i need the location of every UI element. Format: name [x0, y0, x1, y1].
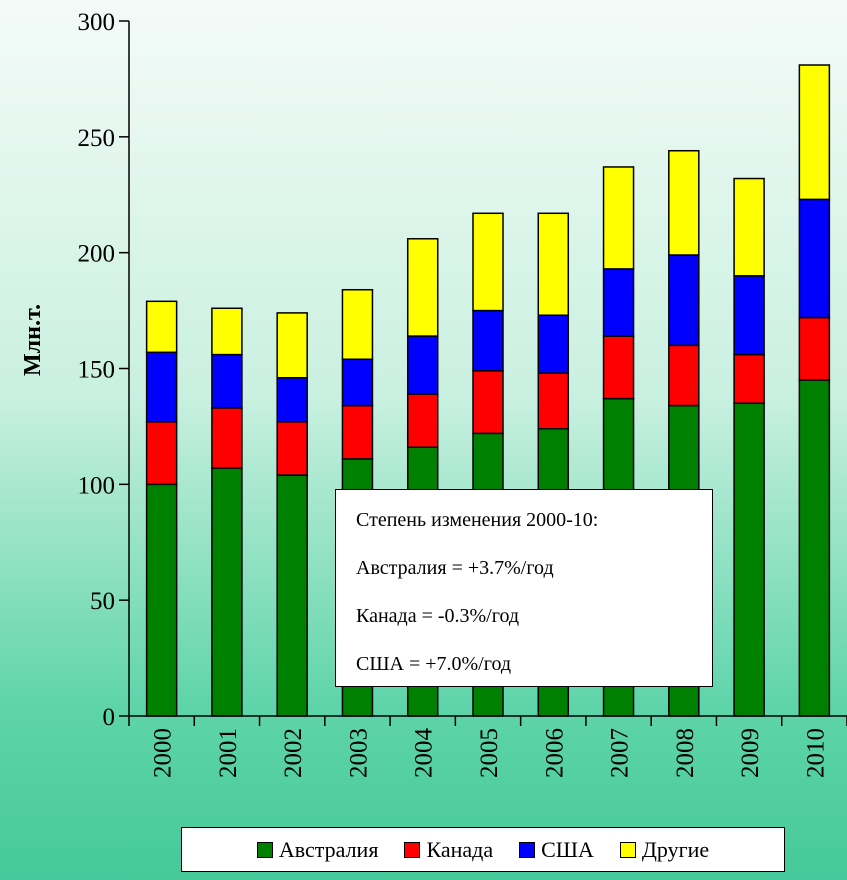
bar-2009-series-3 — [733, 177, 765, 277]
bar-2001-series-1 — [211, 407, 243, 469]
bar-2008-series-2 — [668, 254, 700, 347]
x-tick-label-2000: 2000 — [150, 728, 177, 778]
bar-2006-series-3 — [537, 212, 570, 316]
growth-rate-annotation: Степень изменения 2000-10: Австралия = +… — [335, 489, 713, 687]
x-tick-label-2001: 2001 — [215, 728, 242, 778]
x-tick-label-2010: 2010 — [802, 728, 829, 778]
bar-2002-series-2 — [276, 377, 308, 423]
bar-2002-series-3 — [276, 312, 308, 379]
bar-2008-series-3 — [668, 149, 700, 256]
bar-2010-series-2 — [798, 198, 831, 319]
x-tick-label-2005: 2005 — [476, 728, 503, 778]
bar-2000-series-0 — [145, 483, 178, 717]
bar-2000-series-2 — [145, 351, 178, 423]
y-tick-label-250: 250 — [78, 125, 116, 152]
x-tick-label-2006: 2006 — [541, 728, 568, 778]
legend-item-other: Другие — [619, 836, 710, 863]
x-tick-label-2002: 2002 — [280, 728, 307, 778]
bar-2009-series-2 — [733, 275, 765, 356]
bar-2005-series-3 — [472, 212, 504, 312]
bar-2004-series-2 — [406, 335, 439, 395]
annotation-line-1: Степень изменения 2000-10: — [356, 509, 599, 531]
bar-2001-series-2 — [211, 353, 243, 409]
annotation-line-3: Канада = -0.3%/год — [356, 605, 520, 627]
bar-2003-series-2 — [341, 358, 374, 407]
x-tick-label-2008: 2008 — [672, 728, 699, 778]
y-tick-label-100: 100 — [78, 472, 116, 499]
legend-item-canada: Канада — [404, 837, 493, 863]
bar-2010-series-0 — [798, 379, 831, 717]
bar-2006-series-1 — [537, 372, 570, 430]
legend-item-usa: США — [519, 837, 594, 863]
bar-2003-series-3 — [341, 288, 374, 360]
bar-2007-series-2 — [602, 268, 635, 337]
y-axis-title: Млн.т. — [20, 304, 46, 376]
y-tick-label-150: 150 — [78, 357, 116, 384]
bar-2008-series-1 — [668, 344, 700, 407]
bar-2005-series-1 — [472, 370, 504, 435]
legend-label-australia: Австралия — [278, 836, 379, 862]
legend-swatch-other — [619, 841, 636, 858]
y-tick-label-300: 300 — [78, 9, 116, 36]
bar-2006-series-2 — [537, 314, 570, 374]
x-tick-label-2004: 2004 — [411, 728, 438, 779]
annotation-line-4: США = +7.0%/год — [356, 653, 512, 675]
bar-2001-series-3 — [211, 307, 243, 356]
y-tick-label-50: 50 — [90, 588, 115, 615]
x-tick-label-2007: 2007 — [607, 728, 634, 778]
bar-2010-series-3 — [798, 64, 831, 201]
bar-2004-series-3 — [406, 238, 439, 337]
bar-2010-series-1 — [798, 316, 831, 381]
legend: Австралия Канада США Другие — [181, 827, 785, 872]
x-tick-label-2003: 2003 — [345, 728, 372, 778]
y-tick-label-0: 0 — [103, 704, 116, 731]
bar-2000-series-3 — [145, 300, 178, 354]
bar-2002-series-0 — [276, 474, 308, 717]
legend-item-australia: Австралия — [256, 836, 379, 863]
bar-2005-series-2 — [472, 309, 504, 372]
x-tick-label-2009: 2009 — [737, 728, 764, 778]
legend-swatch-usa — [519, 841, 536, 858]
legend-label-other: Другие — [641, 836, 710, 862]
bar-2000-series-1 — [145, 421, 178, 486]
bar-2004-series-1 — [406, 393, 439, 449]
legend-swatch-australia — [256, 841, 273, 858]
legend-swatch-canada — [404, 841, 421, 858]
legend-label-usa: США — [541, 836, 594, 862]
bar-2001-series-0 — [211, 467, 243, 717]
bar-2002-series-1 — [276, 421, 308, 476]
annotation-line-2: Австралия = +3.7%/год — [356, 557, 554, 579]
bar-2009-series-0 — [733, 402, 765, 717]
bar-2007-series-1 — [602, 335, 635, 400]
bar-2007-series-3 — [602, 166, 635, 270]
bar-2003-series-1 — [341, 404, 374, 460]
y-tick-label-200: 200 — [78, 241, 116, 268]
legend-label-canada: Канада — [426, 836, 494, 862]
bar-2009-series-1 — [733, 353, 765, 405]
